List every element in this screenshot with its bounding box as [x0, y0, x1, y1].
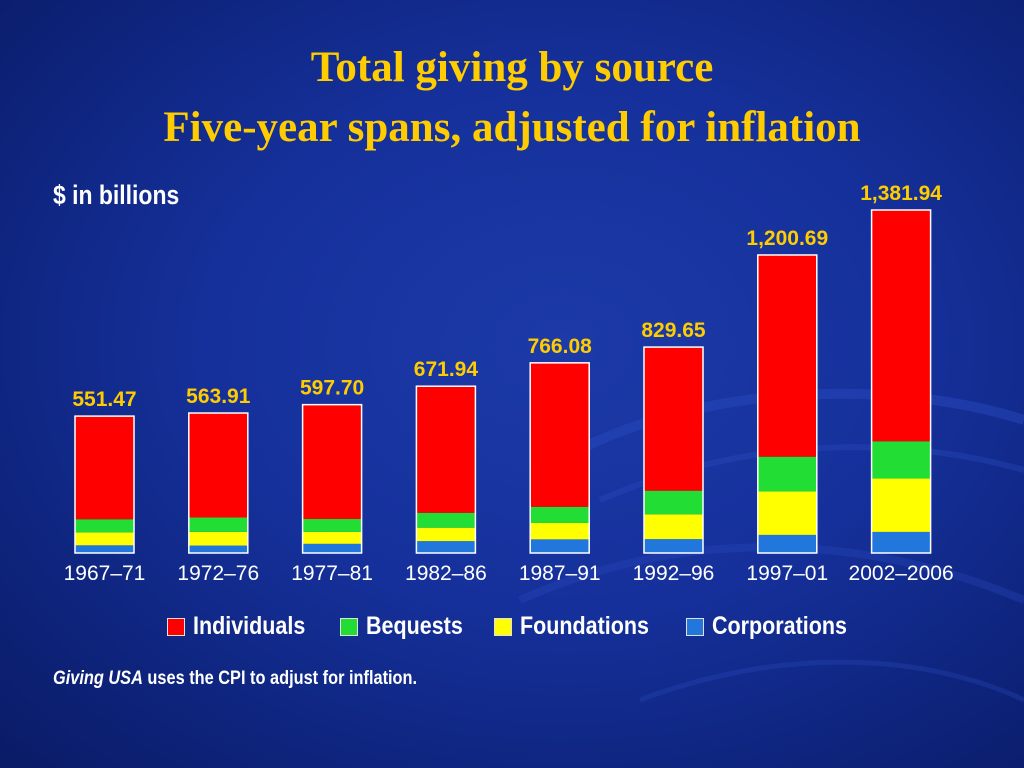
total-label-1997-01: 1,200.69: [746, 227, 828, 250]
legend-item-corporations: Corporations: [686, 612, 857, 641]
bar-segment-bequests-1972-76: [188, 517, 248, 532]
bar-segment-corporations-2002-2006: [871, 531, 931, 553]
bar-segment-bequests-1977-81: [302, 518, 362, 532]
total-label-1992-96: 829.65: [641, 319, 706, 342]
bar-segment-individuals-1977-81: [302, 404, 362, 519]
legend-item-individuals: Individuals: [166, 612, 312, 641]
bar-segment-individuals-1992-96: [644, 347, 703, 491]
bar-segment-corporations-1977-81: [302, 543, 362, 553]
category-label-1967-71: 1967–71: [64, 562, 146, 585]
bar-outline-1982-86: [415, 385, 477, 554]
legend-label-foundations: Foundations: [520, 612, 650, 640]
bar-outline-1997-01: [757, 254, 818, 554]
bar-segment-bequests-1997-01: [757, 456, 817, 492]
bar-outline-1987-91: [529, 362, 590, 554]
bar-segment-foundations-1987-91: [530, 522, 590, 540]
footnote-text: uses the CPI to adjust for inflation.: [142, 668, 418, 689]
bar-segment-foundations-1977-81: [302, 531, 362, 544]
title-line-2: Five-year spans, adjusted for inflation: [163, 104, 861, 151]
legend-swatch-foundations: [494, 617, 513, 636]
bar-outline-1972-76: [188, 412, 249, 554]
category-label-1992-96: 1992–96: [633, 562, 715, 585]
category-label-1987-91: 1987–91: [519, 562, 601, 585]
category-label-1997-01: 1997–01: [746, 562, 828, 585]
bar-segment-individuals-1997-01: [757, 254, 817, 457]
footnote-source: Giving USA: [53, 668, 143, 689]
bar-segment-bequests-1992-96: [644, 490, 703, 515]
bar-segment-corporations-1967-71: [75, 545, 134, 553]
chart-title: Total giving by source Five-year spans, …: [0, 38, 1024, 158]
category-label-2002-2006: 2002–2006: [849, 562, 954, 585]
total-label-1982-86: 671.94: [414, 358, 479, 381]
category-label-1977-81: 1977–81: [291, 562, 373, 585]
bar-segment-corporations-1987-91: [530, 539, 590, 553]
legend: Individuals Bequests Foundations Corpora…: [0, 612, 1024, 641]
bar-outline-1977-81: [301, 403, 363, 554]
footnote: Giving USA uses the CPI to adjust for in…: [53, 668, 417, 690]
unit-label: $ in billions: [53, 180, 180, 210]
legend-swatch-individuals: [166, 617, 185, 636]
bar-segment-bequests-1967-71: [75, 519, 134, 533]
legend-label-bequests: Bequests: [365, 612, 463, 640]
bar-segment-individuals-1987-91: [530, 362, 590, 507]
bar-outline-1992-96: [643, 346, 704, 554]
bar-segment-corporations-1972-76: [188, 545, 248, 553]
total-label-1972-76: 563.91: [186, 385, 251, 408]
legend-label-individuals: Individuals: [192, 612, 306, 640]
total-label-2002-2006: 1,381.94: [860, 182, 942, 205]
category-label-1982-86: 1982–86: [405, 562, 487, 585]
bar-segment-individuals-1967-71: [75, 416, 134, 520]
legend-swatch-corporations: [686, 617, 705, 636]
category-label-1972-76: 1972–76: [177, 562, 259, 585]
total-label-1987-91: 766.08: [528, 335, 593, 358]
legend-item-foundations: Foundations: [494, 612, 658, 641]
legend-label-corporations: Corporations: [712, 612, 848, 640]
bar-segment-bequests-2002-2006: [871, 441, 931, 479]
bar-outline-1967-71: [74, 415, 135, 554]
bar-segment-individuals-1972-76: [188, 413, 248, 518]
bar-segment-corporations-1982-86: [416, 541, 476, 553]
bar-segment-foundations-1982-86: [416, 527, 476, 542]
total-label-1977-81: 597.70: [300, 377, 364, 400]
legend-swatch-bequests: [339, 617, 358, 636]
bar-segment-foundations-1972-76: [188, 531, 248, 546]
total-label-1967-71: 551.47: [72, 388, 136, 411]
bar-segment-foundations-1992-96: [644, 514, 703, 540]
bar-segment-bequests-1987-91: [530, 506, 590, 523]
bar-segment-individuals-1982-86: [416, 386, 476, 513]
bar-outline-2002-2006: [870, 209, 932, 554]
legend-item-bequests: Bequests: [339, 612, 467, 641]
bar-segment-foundations-2002-2006: [871, 478, 931, 532]
bar-segment-corporations-1992-96: [644, 539, 703, 553]
bar-segment-corporations-1997-01: [757, 534, 817, 553]
title-line-1: Total giving by source: [310, 44, 714, 91]
bar-segment-bequests-1982-86: [416, 512, 476, 528]
bar-segment-foundations-1997-01: [757, 491, 817, 535]
bar-segment-individuals-2002-2006: [871, 210, 931, 442]
bar-segment-foundations-1967-71: [75, 532, 134, 546]
